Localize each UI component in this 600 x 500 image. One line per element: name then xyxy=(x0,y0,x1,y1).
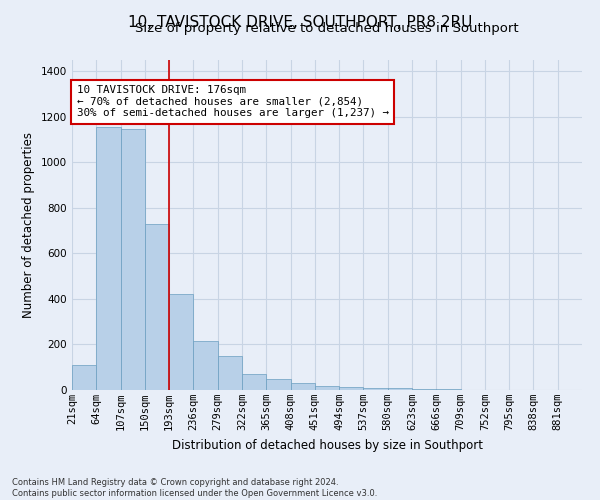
Bar xyxy=(121,130,145,390)
Bar xyxy=(436,389,461,390)
Bar xyxy=(96,127,121,390)
Bar xyxy=(290,383,315,390)
Bar xyxy=(266,379,290,390)
Bar xyxy=(242,374,266,390)
Bar xyxy=(193,341,218,390)
Bar xyxy=(388,388,412,390)
X-axis label: Distribution of detached houses by size in Southport: Distribution of detached houses by size … xyxy=(172,438,482,452)
Text: 10 TAVISTOCK DRIVE: 176sqm
← 70% of detached houses are smaller (2,854)
30% of s: 10 TAVISTOCK DRIVE: 176sqm ← 70% of deta… xyxy=(77,85,389,118)
Bar xyxy=(145,224,169,390)
Text: Contains HM Land Registry data © Crown copyright and database right 2024.
Contai: Contains HM Land Registry data © Crown c… xyxy=(12,478,377,498)
Bar xyxy=(339,387,364,390)
Bar xyxy=(364,388,388,390)
Bar xyxy=(169,294,193,390)
Bar xyxy=(218,356,242,390)
Y-axis label: Number of detached properties: Number of detached properties xyxy=(22,132,35,318)
Title: Size of property relative to detached houses in Southport: Size of property relative to detached ho… xyxy=(135,22,519,35)
Text: 10, TAVISTOCK DRIVE, SOUTHPORT, PR8 2RU: 10, TAVISTOCK DRIVE, SOUTHPORT, PR8 2RU xyxy=(128,15,472,30)
Bar xyxy=(72,365,96,390)
Bar xyxy=(412,388,436,390)
Bar xyxy=(315,386,339,390)
